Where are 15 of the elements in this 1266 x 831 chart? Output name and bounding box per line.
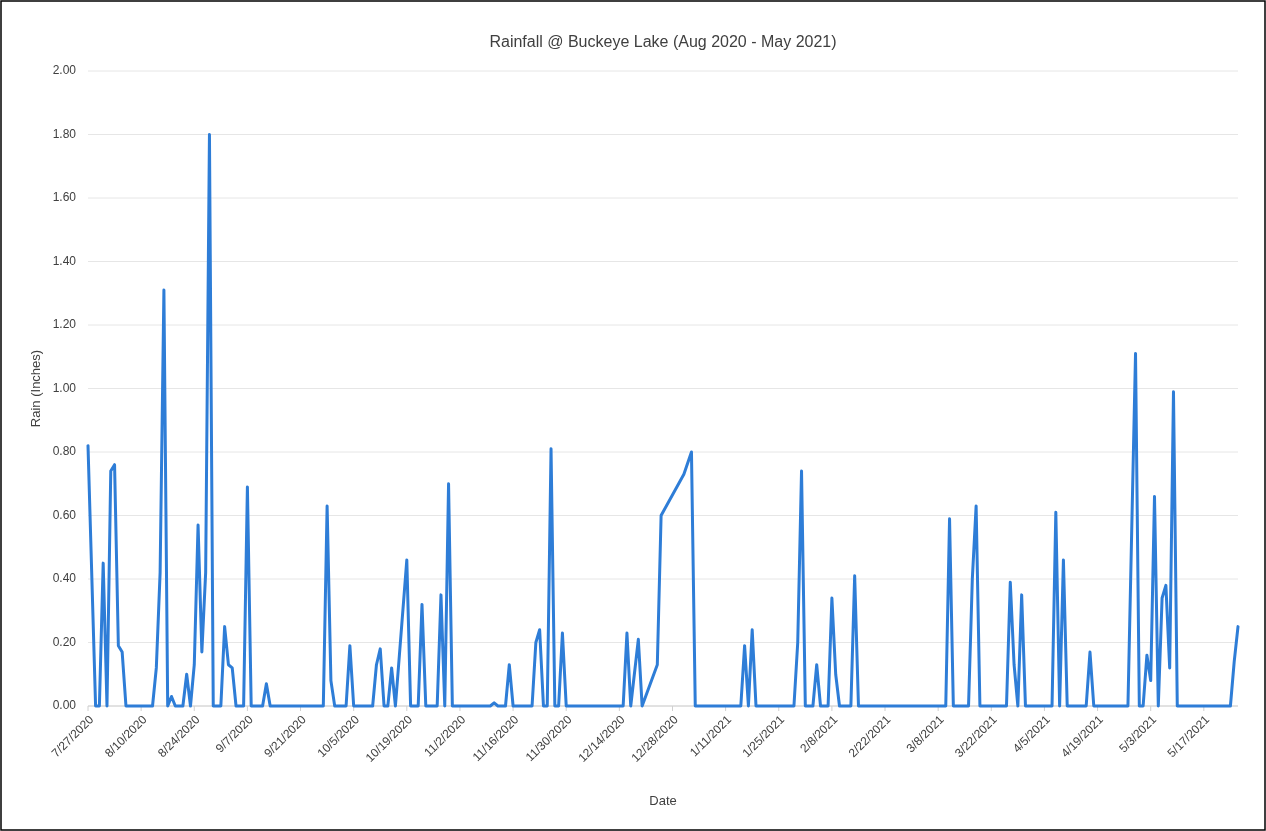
y-tick-label: 1.60 (52, 190, 77, 205)
chart-title: Rainfall @ Buckeye Lake (Aug 2020 - May 2021) (489, 33, 837, 50)
y-tick-label: 1.40 (52, 253, 77, 268)
y-axis-title: Rain (Inches) (28, 349, 43, 428)
y-tick-label: 0.00 (52, 698, 77, 713)
y-tick-label: 0.20 (52, 634, 77, 649)
y-tick-label: 0.60 (52, 507, 77, 522)
y-tick-label: 1.00 (52, 380, 77, 395)
y-tick-label: 2.00 (52, 63, 77, 78)
y-tick-label: 1.80 (52, 126, 77, 141)
line-series (86, 133, 1240, 708)
y-tick-label: 1.20 (52, 317, 77, 332)
x-axis-title: Date (649, 793, 677, 808)
y-tick-label: 0.80 (52, 444, 77, 459)
y-tick-label: 0.40 (52, 571, 77, 586)
